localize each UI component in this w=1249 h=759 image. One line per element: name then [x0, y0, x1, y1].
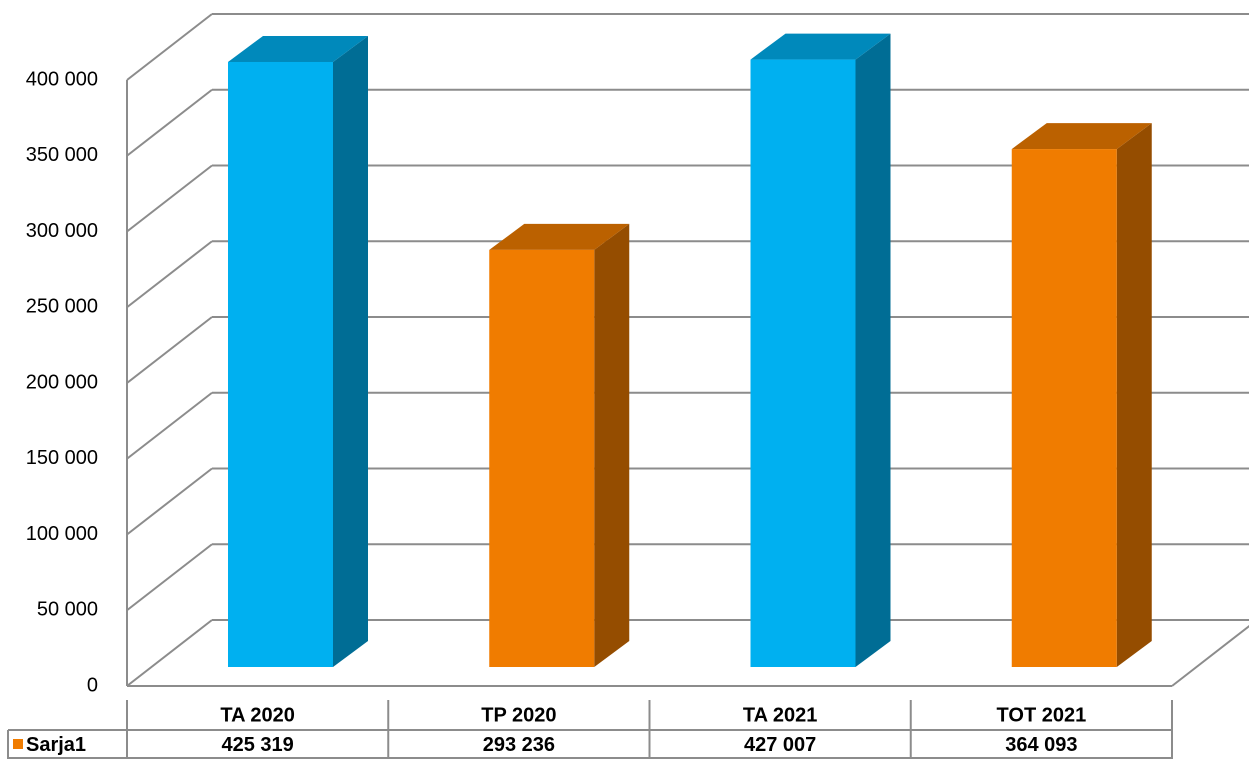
y-tick-label: 250 000 — [26, 296, 98, 318]
y-tick-label: 300 000 — [26, 220, 98, 242]
floor-right — [1171, 624, 1249, 687]
side-grid-line — [126, 13, 213, 81]
y-tick-label: 50 000 — [37, 599, 98, 621]
y-tick-label: 150 000 — [26, 447, 98, 469]
bar-top — [750, 33, 891, 60]
bar-side — [333, 35, 368, 668]
side-grid-line — [126, 316, 213, 384]
side-grid-line — [126, 88, 213, 157]
category-label: TP 2020 — [481, 704, 556, 726]
bar — [489, 249, 595, 667]
value-label: 364 093 — [1005, 734, 1077, 756]
category-label: TA 2021 — [743, 704, 817, 726]
bar — [750, 59, 856, 668]
bar-top — [489, 223, 630, 250]
side-grid-line — [126, 543, 213, 612]
bar-side — [1116, 123, 1152, 668]
side-grid-line — [126, 240, 213, 309]
legend-label: Sarja1 — [26, 734, 86, 756]
side-grid-line — [126, 164, 213, 233]
bar — [1011, 149, 1117, 668]
value-label: 425 319 — [221, 734, 293, 756]
category-label: TOT 2021 — [997, 704, 1087, 726]
bar-side — [594, 223, 630, 667]
category-label: TA 2020 — [220, 704, 294, 726]
y-tick-label: 0 — [87, 674, 98, 696]
side-grid-line — [126, 391, 213, 460]
bar-top — [1011, 123, 1152, 150]
y-tick-label: 200 000 — [26, 371, 98, 393]
y-tick-label: 350 000 — [26, 144, 98, 166]
value-label: 427 007 — [744, 734, 816, 756]
bar — [228, 61, 333, 668]
side-grid-line — [126, 619, 213, 687]
y-tick-label: 400 000 — [26, 68, 98, 90]
y-tick-label: 100 000 — [26, 523, 98, 545]
bar-side — [855, 33, 891, 668]
legend-marker — [13, 739, 23, 749]
bar-top — [228, 35, 368, 62]
side-grid-line — [126, 467, 213, 536]
value-label: 293 236 — [483, 734, 555, 756]
